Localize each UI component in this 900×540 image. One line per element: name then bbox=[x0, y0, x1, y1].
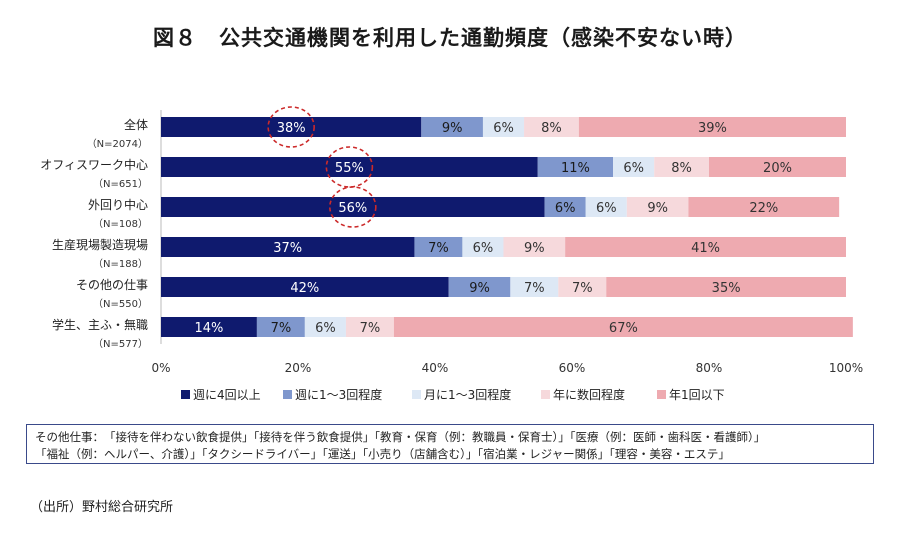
data-label: 11% bbox=[561, 161, 590, 176]
x-tick-label: 40% bbox=[422, 361, 449, 375]
bar-segment bbox=[414, 237, 463, 257]
bar-segment bbox=[654, 157, 709, 177]
legend-label: 年1回以下 bbox=[669, 388, 725, 402]
data-label: 6% bbox=[473, 241, 494, 256]
data-label: 41% bbox=[691, 241, 720, 256]
bar-segment bbox=[606, 277, 846, 297]
bar-segment bbox=[345, 317, 394, 337]
bar-segment bbox=[585, 197, 627, 217]
bar-segment bbox=[709, 157, 846, 177]
category-n-label: （N=188） bbox=[93, 258, 148, 270]
bar-segment bbox=[161, 317, 257, 337]
bar-segment bbox=[565, 237, 846, 257]
bar-segment bbox=[462, 237, 504, 257]
data-label: 6% bbox=[623, 161, 644, 176]
highlight-circle bbox=[325, 146, 374, 188]
bar-segment bbox=[161, 237, 415, 257]
highlight-circle bbox=[267, 106, 315, 148]
data-label: 67% bbox=[609, 321, 638, 336]
legend-label: 月に1〜3回程度 bbox=[424, 387, 511, 402]
data-label: 6% bbox=[493, 121, 514, 136]
data-label: 7% bbox=[360, 321, 381, 336]
highlight-circle bbox=[328, 186, 377, 228]
bar-segment bbox=[613, 157, 655, 177]
data-label: 42% bbox=[290, 281, 319, 296]
category-label: 全体 bbox=[124, 117, 148, 132]
data-label: 7% bbox=[428, 241, 449, 256]
bar-segment bbox=[161, 117, 422, 137]
x-tick-label: 60% bbox=[559, 361, 586, 375]
legend-label: 年に数回程度 bbox=[553, 387, 625, 402]
bar-segment bbox=[510, 277, 559, 297]
legend-swatch bbox=[412, 390, 421, 399]
bar-segment bbox=[161, 157, 538, 177]
notes-line-1: その他仕事： 「接待を伴わない飲食提供」「接待を伴う飲食提供」「教育・保育（例：… bbox=[35, 430, 766, 444]
bar-segment bbox=[161, 277, 449, 297]
data-label: 6% bbox=[596, 201, 617, 216]
data-label: 9% bbox=[442, 121, 463, 136]
data-label: 35% bbox=[712, 281, 741, 296]
notes-box: その他仕事： 「接待を伴わない飲食提供」「接待を伴う飲食提供」「教育・保育（例：… bbox=[26, 424, 874, 464]
bar-segment bbox=[558, 277, 607, 297]
stacked-bar-chart: 全体 （N=2074） 38% 9% 6% 8% 39% オフィスワーク中心 （N=651） 55… bbox=[40, 106, 863, 402]
notes-line-2: 「福祉（例：ヘルパー、介護）」「タクシードライバー」「運送」「小売り（店舗含む）… bbox=[35, 447, 730, 461]
legend-swatch bbox=[283, 390, 292, 399]
data-label: 6% bbox=[315, 321, 336, 336]
x-tick-label: 100% bbox=[829, 361, 863, 375]
data-label: 20% bbox=[763, 161, 792, 176]
bar-segment bbox=[161, 197, 545, 217]
bar-segment bbox=[544, 197, 586, 217]
data-label: 38% bbox=[277, 121, 306, 136]
source-note: （出所）野村総合研究所 bbox=[30, 500, 174, 515]
bar-segment bbox=[537, 157, 614, 177]
x-tick-label: 80% bbox=[696, 361, 723, 375]
data-label: 6% bbox=[555, 201, 576, 216]
legend-swatch bbox=[657, 390, 666, 399]
data-label: 14% bbox=[194, 321, 223, 336]
legend-label: 週に1〜3回程度 bbox=[295, 387, 382, 402]
category-label: その他の仕事 bbox=[76, 278, 148, 292]
data-label: 9% bbox=[524, 241, 545, 256]
bar-segment bbox=[503, 237, 566, 257]
data-label: 8% bbox=[541, 121, 562, 136]
legend-label: 週に4回以上 bbox=[193, 388, 261, 402]
data-label: 9% bbox=[469, 281, 490, 296]
bar-segment bbox=[524, 117, 579, 137]
legend-swatch bbox=[541, 390, 550, 399]
bar-segment bbox=[421, 117, 483, 137]
bar-segment bbox=[482, 117, 525, 137]
bar-segment bbox=[578, 117, 846, 137]
data-label: 37% bbox=[273, 241, 302, 256]
bar-segment bbox=[688, 197, 840, 217]
data-label: 22% bbox=[749, 201, 778, 216]
bar-segment bbox=[304, 317, 346, 337]
bar-segment bbox=[626, 197, 689, 217]
data-label: 39% bbox=[698, 121, 727, 136]
x-tick-label: 0% bbox=[151, 361, 170, 375]
category-n-label: （N=2074） bbox=[87, 138, 148, 150]
data-label: 9% bbox=[647, 201, 668, 216]
legend-swatch bbox=[181, 390, 190, 399]
data-label: 7% bbox=[524, 281, 545, 296]
category-n-label: （N=550） bbox=[93, 298, 148, 310]
chart-title: 図８ 公共交通機関を利用した通勤頻度（感染不安ない時） bbox=[153, 26, 747, 50]
category-label: 生産現場製造現場 bbox=[52, 237, 148, 252]
data-label: 8% bbox=[671, 161, 692, 176]
category-n-label: （N=577） bbox=[93, 338, 148, 350]
data-label: 56% bbox=[338, 201, 367, 216]
bar-segment bbox=[393, 317, 853, 337]
bar-segment bbox=[256, 317, 305, 337]
data-label: 55% bbox=[335, 161, 364, 176]
category-label: 外回り中心 bbox=[88, 197, 148, 212]
bar-segment bbox=[448, 277, 511, 297]
category-label: オフィスワーク中心 bbox=[40, 157, 148, 172]
data-label: 7% bbox=[572, 281, 593, 296]
category-label: 学生、主ふ・無職 bbox=[52, 317, 148, 332]
x-tick-label: 20% bbox=[285, 361, 312, 375]
data-label: 7% bbox=[271, 321, 292, 336]
category-n-label: （N=108） bbox=[93, 218, 148, 230]
category-n-label: （N=651） bbox=[93, 178, 148, 190]
